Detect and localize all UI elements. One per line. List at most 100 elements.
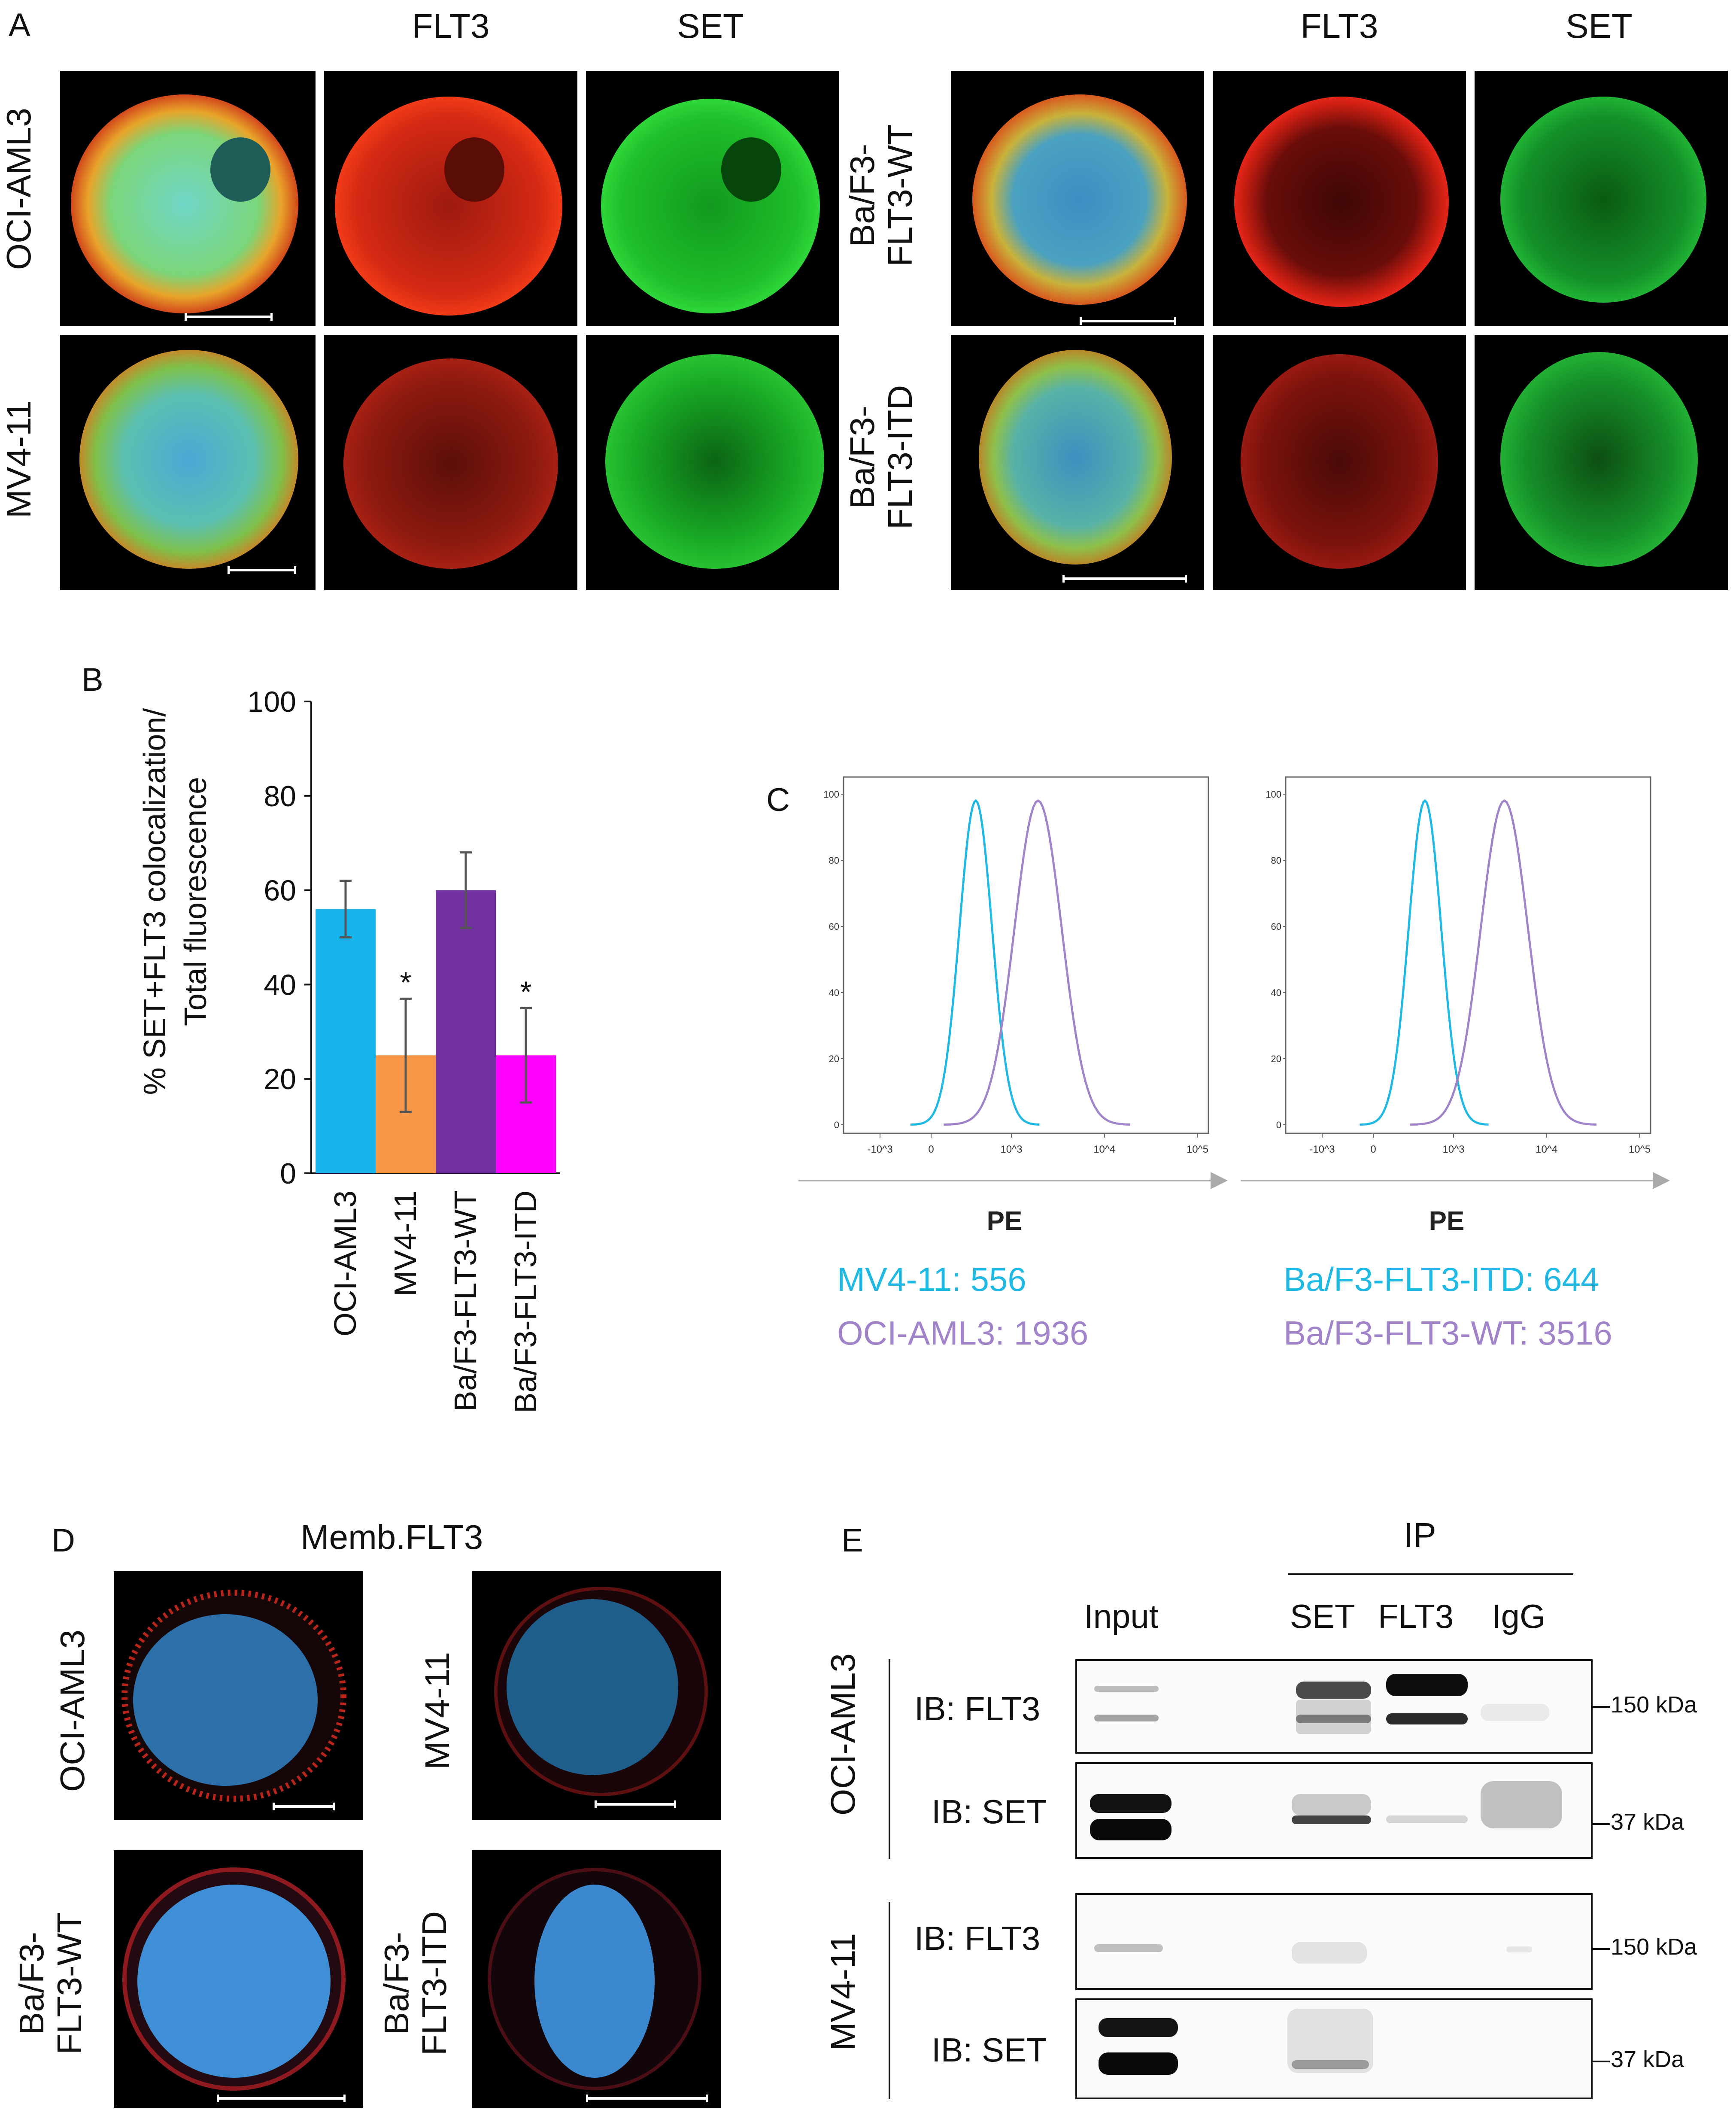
y-tick-label: 60 [1271, 921, 1281, 932]
panel-a-baf3-wt-flt3-image [1213, 71, 1466, 326]
panel-d-oci-aml3-image [114, 1571, 363, 1820]
scale-bar [185, 313, 273, 321]
panel-a-baf3-wt-merge-image [951, 71, 1204, 326]
blot-label-oci-flt3: IB: FLT3 [914, 1690, 1041, 1727]
blot-mv4-11-set [1075, 1998, 1593, 2099]
y-tick-label: 0 [280, 1157, 296, 1190]
panel-a-row-label-wt-line1: Ba/F3- [843, 143, 881, 247]
panel-e-letter: E [841, 1522, 863, 1559]
bar-Ba/F3-FLT3-WT [436, 890, 496, 1173]
panel-d-label-baf3-itd: Ba/F3- FLT3-ITD [377, 1855, 453, 2112]
x-tick-label: 10^4 [1093, 1144, 1115, 1155]
marker-tick [1593, 1948, 1610, 1950]
panel-c-legend-left-line1: MV4-11: 556 [837, 1260, 1026, 1298]
panel-d-label-itd-line2: FLT3-ITD [415, 1911, 453, 2056]
histogram-series-OCI-AML3 [944, 799, 1130, 1126]
histogram-series-Ba/F3-FLT3-ITD [1360, 799, 1489, 1126]
category-label: Ba/F3-FLT3-ITD [509, 1190, 543, 1413]
x-tick-label: -10^3 [1309, 1144, 1335, 1155]
panel-d-label-itd-line1: Ba/F3- [377, 1931, 416, 2035]
scale-bar [273, 1803, 335, 1810]
panel-d-baf3-itd-image [472, 1850, 721, 2108]
y-tick-label: 80 [829, 855, 839, 866]
panel-b-letter: B [82, 662, 103, 698]
panel-d-label-mv4-11: MV4-11 [418, 1651, 456, 1770]
panel-a-baf3-wt-set-image [1475, 71, 1728, 326]
marker-tick [1593, 1823, 1610, 1825]
x-axis-label: PE [987, 1206, 1023, 1236]
panel-c-legend-right-line1: Ba/F3-FLT3-ITD: 644 [1284, 1260, 1599, 1298]
panel-c-flow-histograms: 0 20 40 60 80 100 -10^3 0 10^3 10^4 10^5 PE 0 20 40 60 8… [798, 776, 1670, 1236]
x-axis-label: PE [1429, 1206, 1465, 1236]
x-tick-label: 0 [928, 1144, 934, 1155]
panel-a-baf3-itd-merge-image [951, 335, 1204, 590]
marker-label-150kda-1: 150 kDa [1611, 1692, 1697, 1718]
marker-label-37kda-2: 37 kDa [1611, 2046, 1684, 2072]
marker-tick [1593, 1706, 1610, 1708]
histogram-frame [1285, 776, 1651, 1134]
panel-d-label-wt-line1: Ba/F3- [12, 1931, 51, 2035]
panel-d-label-baf3-wt: Ba/F3- FLT3-WT [12, 1855, 88, 2112]
panel-a-row-label-baf3-flt3-itd: Ba/F3- FLT3-ITD [843, 328, 919, 586]
panel-a-row-label-wt-line2: FLT3-WT [881, 124, 919, 267]
panel-a-baf3-itd-flt3-image [1213, 335, 1466, 590]
lane-label-flt3: FLT3 [1378, 1597, 1454, 1635]
histogram-series-MV4-11 [910, 799, 1040, 1126]
significance-marker: * [400, 965, 411, 999]
x-tick-label: 10^5 [1629, 1144, 1651, 1155]
scale-bar [1080, 317, 1176, 325]
x-tick-label: -10^3 [867, 1144, 892, 1155]
scale-bar [595, 1800, 676, 1808]
panel-a-oci-aml3-set-image [586, 71, 839, 326]
blot-mv4-11-flt3 [1075, 1893, 1593, 1990]
blot-label-oci-set: IB: SET [932, 1793, 1047, 1831]
x-tick-label: 10^3 [1442, 1144, 1464, 1155]
y-tick-label: 100 [248, 686, 296, 718]
panel-a-oci-aml3-merge-image [60, 71, 316, 326]
panel-a-row-label-itd-line1: Ba/F3- [843, 405, 881, 509]
blot-label-mv4-set: IB: SET [932, 2031, 1047, 2069]
y-axis-label: % SET+FLT3 colocalization/ [138, 708, 172, 1095]
x-tick-label: 10^4 [1536, 1144, 1557, 1155]
y-tick-label: 20 [264, 1063, 296, 1096]
y-tick-label: 40 [1271, 987, 1281, 998]
x-tick-label: 0 [1370, 1144, 1376, 1155]
y-tick-label: 0 [1276, 1120, 1281, 1130]
panel-d-label-oci-aml3: OCI-AML3 [53, 1630, 91, 1792]
group-label-oci-aml3: OCI-AML3 [824, 1653, 862, 1815]
y-tick-label: 80 [1271, 855, 1281, 866]
panel-a-header-flt3-right: FLT3 [1300, 7, 1378, 45]
category-label: OCI-AML3 [328, 1190, 363, 1336]
x-tick-label: 10^3 [1000, 1144, 1022, 1155]
marker-label-150kda-2: 150 kDa [1611, 1934, 1697, 1960]
y-tick-label: 0 [834, 1120, 839, 1130]
panel-a-mv4-11-set-image [586, 335, 839, 590]
panel-a-row-label-oci-aml3: OCI-AML3 [0, 108, 38, 270]
panel-a-oci-aml3-flt3-image [324, 71, 577, 326]
y-tick-label: 20 [1271, 1053, 1281, 1064]
histogram-frame [843, 776, 1209, 1134]
x-axis-arrowhead [1653, 1172, 1670, 1189]
y-tick-label: 60 [264, 874, 296, 907]
category-label: Ba/F3-FLT3-WT [449, 1190, 483, 1412]
panel-c-legend-left-line2: OCI-AML3: 1936 [837, 1314, 1089, 1352]
y-tick-label: 60 [829, 921, 839, 932]
blot-label-mv4-flt3: IB: FLT3 [914, 1919, 1041, 1957]
y-tick-label: 100 [1266, 789, 1281, 800]
x-axis-arrowhead [1211, 1172, 1228, 1189]
y-axis-label: Total fluorescence [179, 777, 213, 1026]
ip-bracket-line [1288, 1573, 1573, 1575]
scale-bar [217, 2095, 346, 2102]
ip-label: IP [1404, 1516, 1436, 1554]
lane-label-set: SET [1290, 1597, 1355, 1635]
panel-d-title: Memb.FLT3 [300, 1518, 483, 1556]
panel-a-mv4-11-flt3-image [324, 335, 577, 590]
group-bracket-mv4-11 [889, 1902, 890, 2099]
panel-a-row-label-mv4-11: MV4-11 [0, 400, 38, 519]
significance-marker: * [520, 975, 531, 1008]
scale-bar [586, 2095, 708, 2102]
y-tick-label: 40 [264, 968, 296, 1001]
scale-bar [228, 566, 296, 574]
panel-a-row-label-itd-line2: FLT3-ITD [881, 385, 919, 530]
marker-tick [1593, 2061, 1610, 2062]
